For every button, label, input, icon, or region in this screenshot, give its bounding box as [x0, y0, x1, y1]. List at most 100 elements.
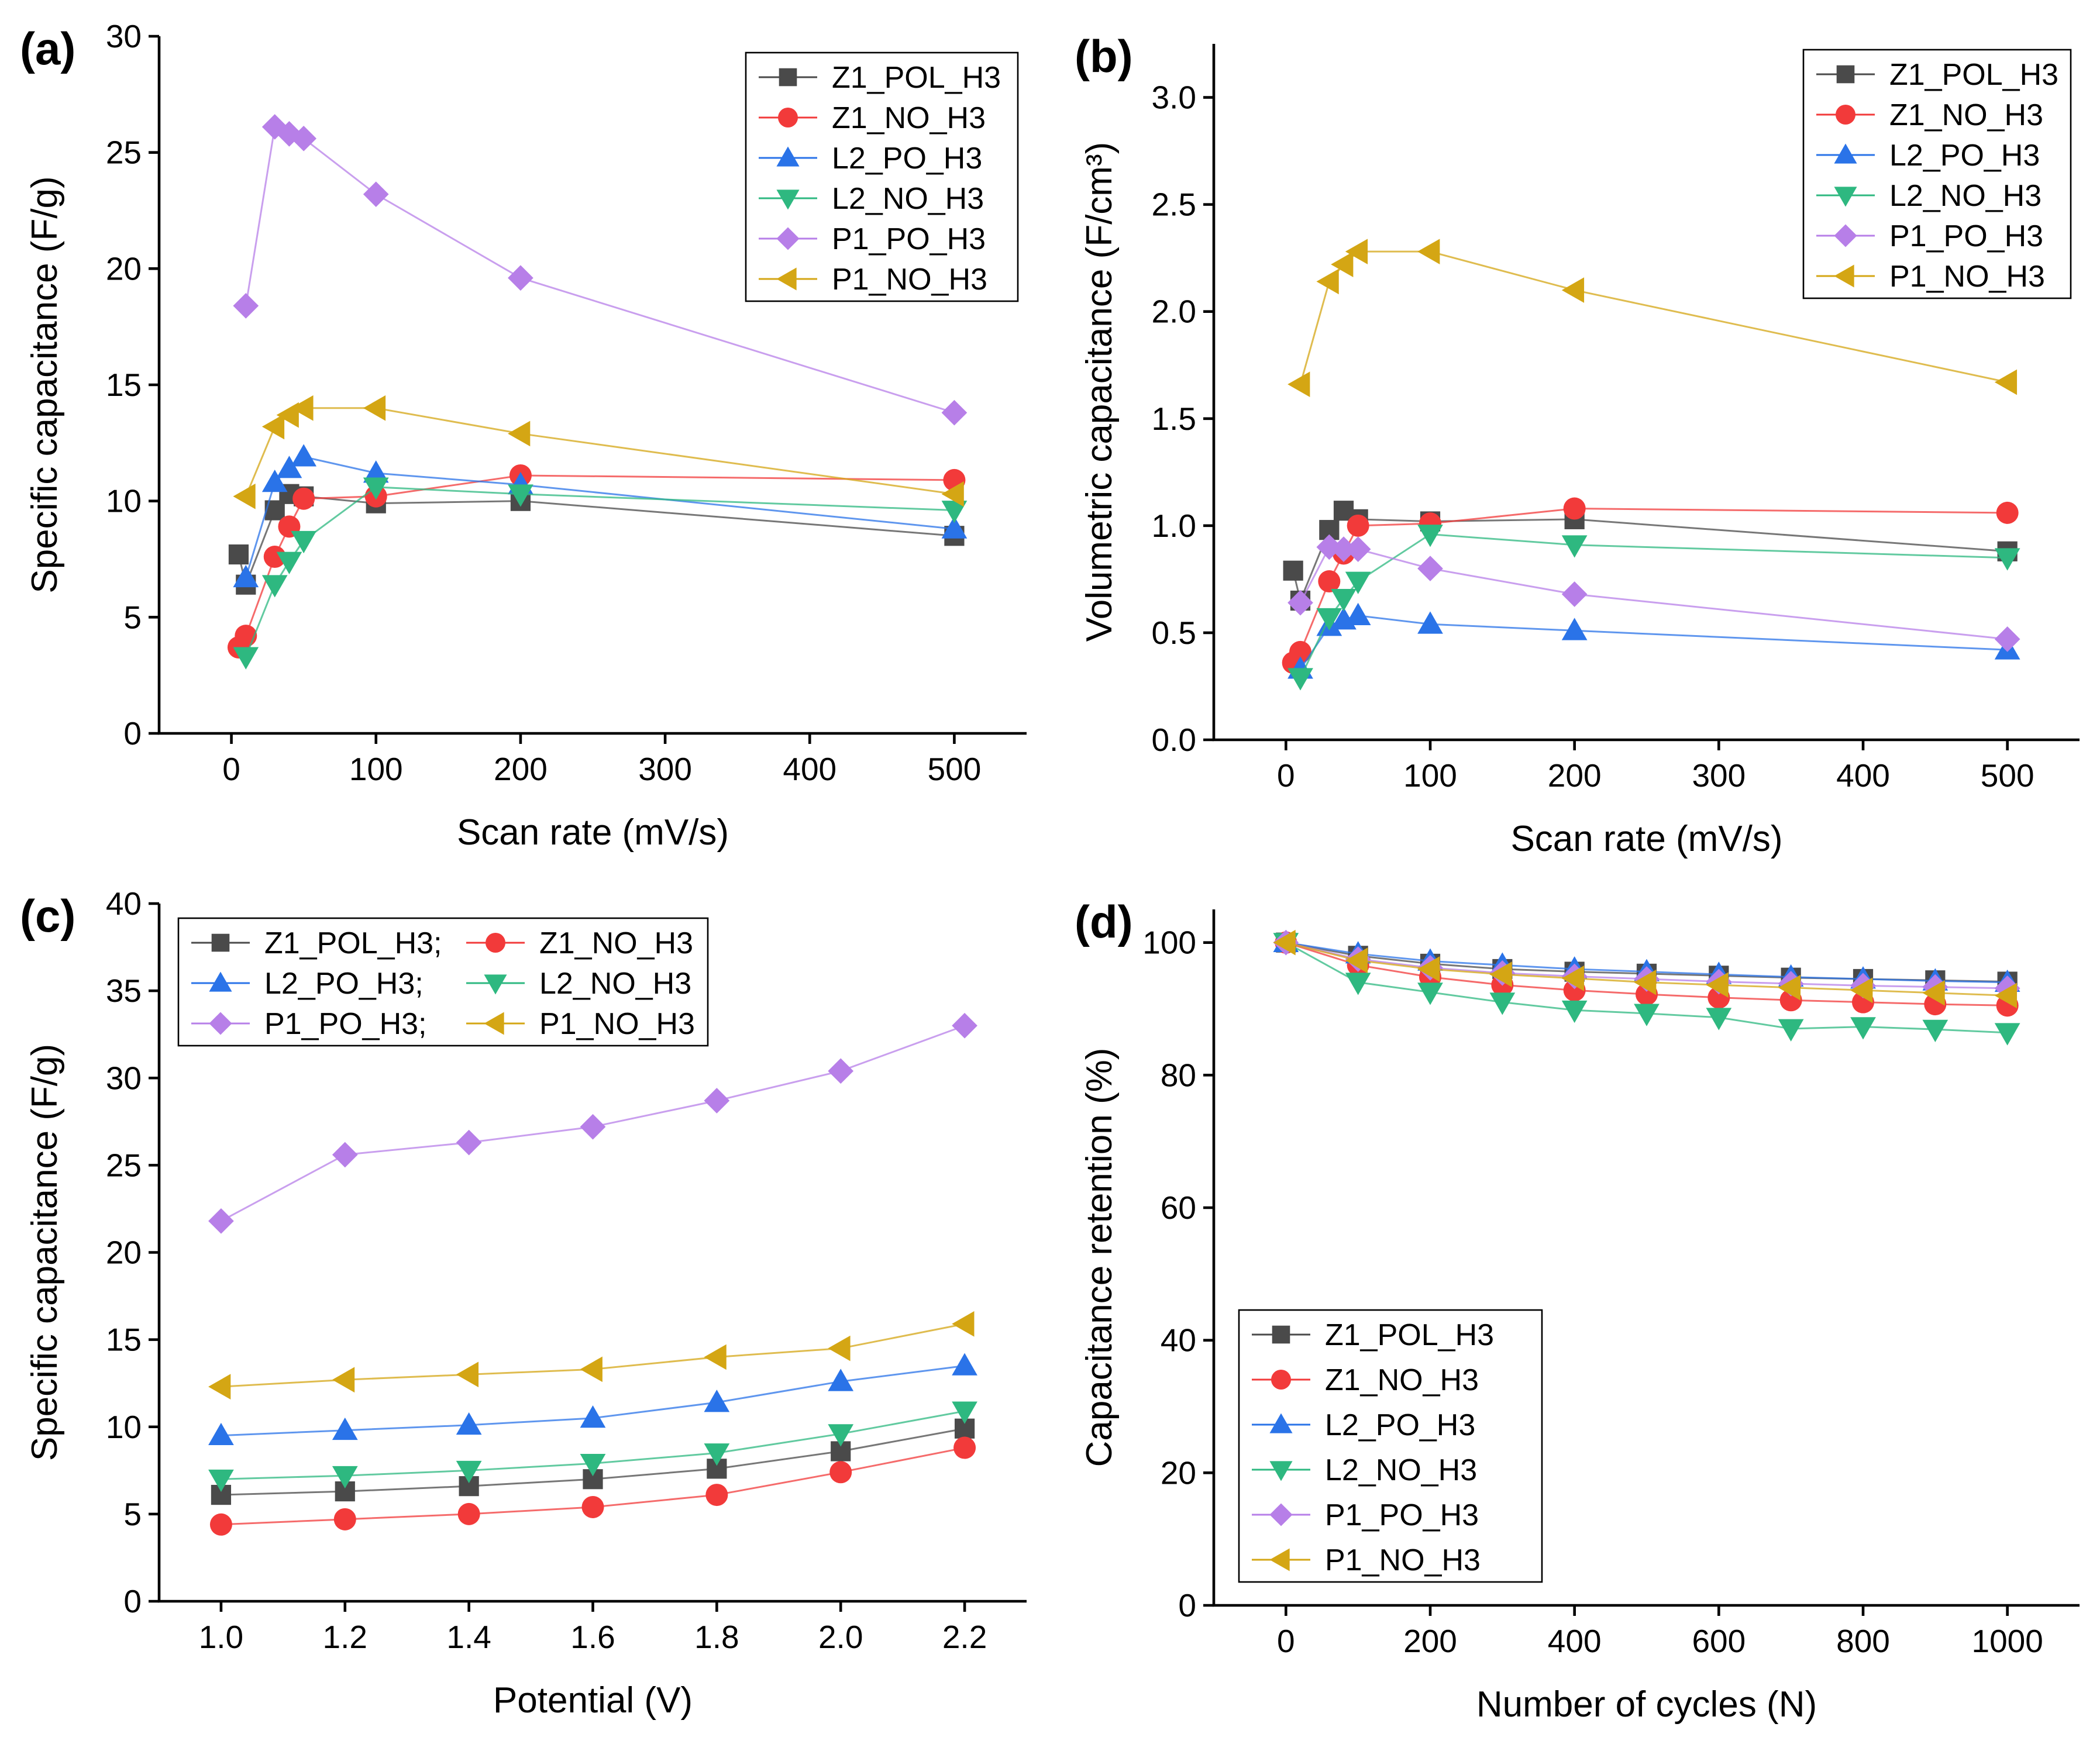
legend-label: P1_NO_H3: [1889, 260, 2045, 294]
y-tick-label: 40: [1161, 1322, 1196, 1359]
y-axis-label: Volumetric capacitance (F/cm³): [1079, 142, 1120, 642]
legend-label: P1_NO_H3: [832, 263, 987, 297]
y-axis-label: Capacitance retention (%): [1079, 1048, 1120, 1467]
data-point: [1489, 992, 1516, 1015]
y-tick-label: 10: [106, 483, 142, 519]
data-point: [508, 420, 531, 447]
legend-label: Z1_POL_H3: [1889, 58, 2058, 92]
legend-label: L2_NO_H3: [539, 967, 691, 1001]
x-tick-label: 400: [1548, 1623, 1602, 1659]
data-point: [1417, 611, 1443, 634]
data-point: [953, 1436, 976, 1459]
y-tick-label: 0: [123, 1583, 142, 1619]
y-tick-label: 2.5: [1152, 187, 1196, 223]
legend-marker: [776, 227, 800, 250]
legend-marker: [1269, 1548, 1290, 1571]
data-point: [261, 575, 288, 598]
data-point: [952, 1353, 977, 1376]
series-z1-pol-h3: [211, 1418, 975, 1505]
panel-label: (a): [20, 23, 75, 74]
legend-label: Z1_POL_H3: [832, 61, 1001, 95]
data-point: [332, 1466, 358, 1489]
chart-panel-d: (d) 0 200 400 600 800 1000 0 20 40 60 80 100 Number o…: [1075, 896, 2080, 1725]
legend-marker: [1269, 1503, 1293, 1526]
x-tick-label: 1000: [1971, 1623, 2043, 1659]
y-tick-label: 0: [1178, 1587, 1196, 1623]
data-point: [1345, 536, 1371, 562]
x-tick-label: 400: [783, 751, 836, 787]
y-tick-label: 100: [1142, 925, 1196, 961]
data-point: [1417, 556, 1443, 581]
x-tick-label: 400: [1836, 757, 1890, 794]
x-tick-label: 0: [222, 751, 240, 787]
data-point: [1994, 548, 2020, 571]
data-point: [1996, 501, 2019, 524]
series-l2-no-h3: [233, 477, 968, 670]
data-point: [208, 1374, 231, 1400]
legend-label: Z1_NO_H3: [1889, 98, 2043, 132]
legend-entry-z1-no-h3: Z1_NO_H3: [466, 926, 693, 960]
legend-label: P1_PO_H3;: [264, 1007, 427, 1041]
legend-marker: [776, 146, 800, 167]
data-point: [456, 1460, 482, 1484]
x-tick-label: 300: [1692, 757, 1746, 794]
data-point: [1417, 239, 1440, 265]
legend-marker: [1834, 224, 1857, 247]
legend-label: Z1_POL_H3;: [264, 926, 442, 960]
legend-marker: [1834, 143, 1857, 164]
series-line: [1299, 533, 2008, 678]
y-tick-label: 2.0: [1152, 294, 1196, 330]
y-axis-label: Specific capacitance (F/g): [25, 1044, 65, 1461]
y-tick-label: 25: [106, 135, 142, 171]
data-point: [1994, 983, 2018, 1009]
data-point: [208, 1208, 234, 1234]
series-p1-no-h3: [1273, 929, 2018, 1009]
data-point: [828, 1424, 854, 1447]
legend-entry-p1-po-h3: P1_PO_H3: [1816, 219, 2043, 253]
data-point: [263, 546, 286, 568]
legend-marker: [778, 108, 798, 127]
data-point: [233, 483, 256, 509]
y-tick-label: 0.0: [1152, 722, 1196, 758]
data-point: [209, 1513, 232, 1536]
series-line: [1299, 615, 2008, 670]
data-point: [1345, 947, 1368, 974]
legend-entry-l2-po-h3: L2_PO_H3: [759, 142, 982, 175]
data-point: [1287, 371, 1310, 398]
data-point: [363, 181, 389, 208]
legend-marker: [209, 1012, 232, 1035]
data-point: [1922, 980, 1945, 1006]
y-tick-label: 0: [123, 715, 142, 752]
legend-label: L2_PO_H3: [1889, 139, 2040, 173]
data-point: [1850, 977, 1873, 1004]
data-point: [363, 460, 389, 483]
legend-marker: [1834, 264, 1854, 288]
x-tick-label: 100: [349, 751, 403, 787]
x-tick-label: 1.8: [694, 1619, 739, 1655]
legend-label: L2_PO_H3: [1325, 1408, 1475, 1442]
x-tick-label: 1.0: [199, 1619, 243, 1655]
y-tick-label: 30: [106, 18, 142, 54]
y-tick-label: 40: [106, 885, 142, 922]
legend-entry-l2-no-h3: L2_NO_H3: [1816, 179, 2042, 213]
data-point: [952, 1012, 977, 1039]
series-line: [221, 1323, 965, 1388]
data-point: [1273, 929, 1296, 956]
legend-entry-z1-pol-h3: Z1_POL_H3: [1816, 58, 2058, 92]
series-line: [237, 474, 955, 648]
data-point: [941, 501, 968, 523]
series-p1-po-h3: [1287, 534, 2020, 652]
x-tick-label: 200: [494, 751, 548, 787]
legend-marker: [484, 974, 507, 995]
x-tick-label: 600: [1692, 1623, 1746, 1659]
x-tick-label: 800: [1836, 1623, 1890, 1659]
series-p1-no-h3: [1287, 239, 2018, 398]
x-tick-label: 1.6: [570, 1619, 615, 1655]
data-point: [228, 544, 249, 565]
data-point: [828, 1058, 854, 1084]
legend-label: P1_PO_H3: [1889, 219, 2043, 253]
legend-entry-p1-po-h3: P1_PO_H3;: [191, 1007, 427, 1041]
data-point: [333, 1508, 356, 1531]
series-l2-po-h3: [1287, 602, 2020, 679]
